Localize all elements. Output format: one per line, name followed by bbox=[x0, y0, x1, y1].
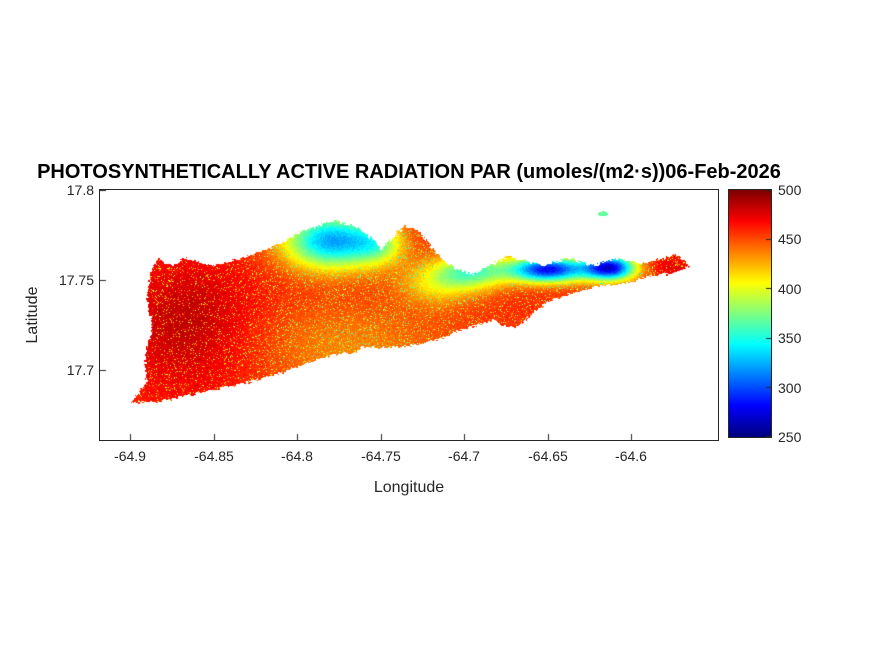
y-tick-label: 17.8 bbox=[66, 182, 94, 198]
x-tick-label: -64.8 bbox=[281, 448, 313, 464]
y-tick-label: 17.7 bbox=[66, 362, 94, 378]
colorbar-gradient bbox=[729, 190, 771, 437]
x-tick-label: -64.65 bbox=[528, 448, 568, 464]
par-heatmap-canvas bbox=[100, 190, 718, 440]
x-axis-label: Longitude bbox=[373, 479, 445, 496]
y-axis-label: Latitude bbox=[24, 286, 41, 344]
x-tick-label: -64.9 bbox=[114, 448, 146, 464]
colorbar-tick-label: 500 bbox=[778, 182, 802, 198]
x-tick-label: -64.75 bbox=[361, 448, 401, 464]
colorbar-tick-label: 300 bbox=[778, 380, 802, 396]
colorbar-tick-label: 400 bbox=[778, 281, 802, 297]
chart-title: PHOTOSYNTHETICALLY ACTIVE RADIATION PAR … bbox=[37, 161, 781, 183]
colorbar-tick-label: 250 bbox=[778, 429, 802, 445]
colorbar-tick-label: 450 bbox=[778, 231, 802, 247]
x-tick-label: -64.85 bbox=[194, 448, 234, 464]
y-tick-label: 17.75 bbox=[58, 272, 94, 288]
colorbar bbox=[728, 189, 772, 438]
plot-area bbox=[99, 189, 719, 441]
x-tick-label: -64.6 bbox=[615, 448, 647, 464]
x-tick-label: -64.7 bbox=[448, 448, 480, 464]
colorbar-tick-label: 350 bbox=[778, 330, 802, 346]
